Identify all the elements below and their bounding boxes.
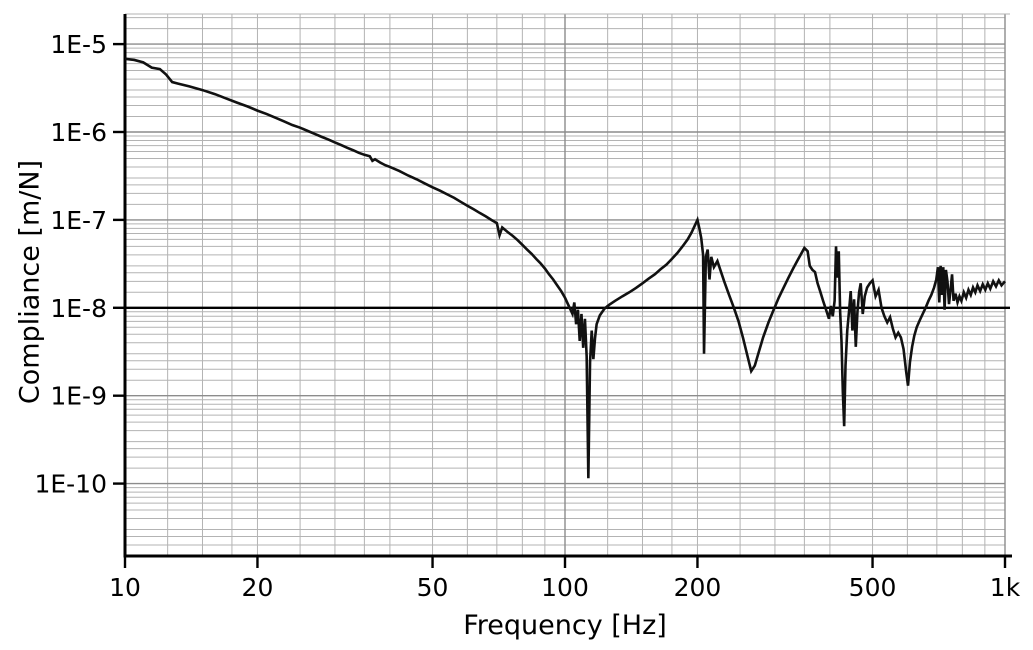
y-tick-label: 1E-10 <box>34 470 107 499</box>
x-tick-label: 1k <box>990 573 1021 602</box>
x-tick-label: 20 <box>242 573 274 602</box>
y-tick-label: 1E-8 <box>50 294 107 323</box>
x-axis-title: Frequency [Hz] <box>463 610 667 641</box>
compliance-curve <box>124 57 1006 479</box>
x-tick-label: 10 <box>109 573 141 602</box>
x-tick-label: 200 <box>674 573 722 602</box>
x-tick-label: 50 <box>417 573 449 602</box>
x-tick-label: 500 <box>849 573 897 602</box>
y-tick-label: 1E-5 <box>50 30 107 59</box>
x-tick-label: 100 <box>541 573 589 602</box>
y-axis-title: Compliance [m/N] <box>14 159 46 405</box>
y-tick-label: 1E-6 <box>50 118 107 147</box>
y-tick-label: 1E-9 <box>50 382 107 411</box>
y-tick-label: 1E-7 <box>50 206 107 235</box>
